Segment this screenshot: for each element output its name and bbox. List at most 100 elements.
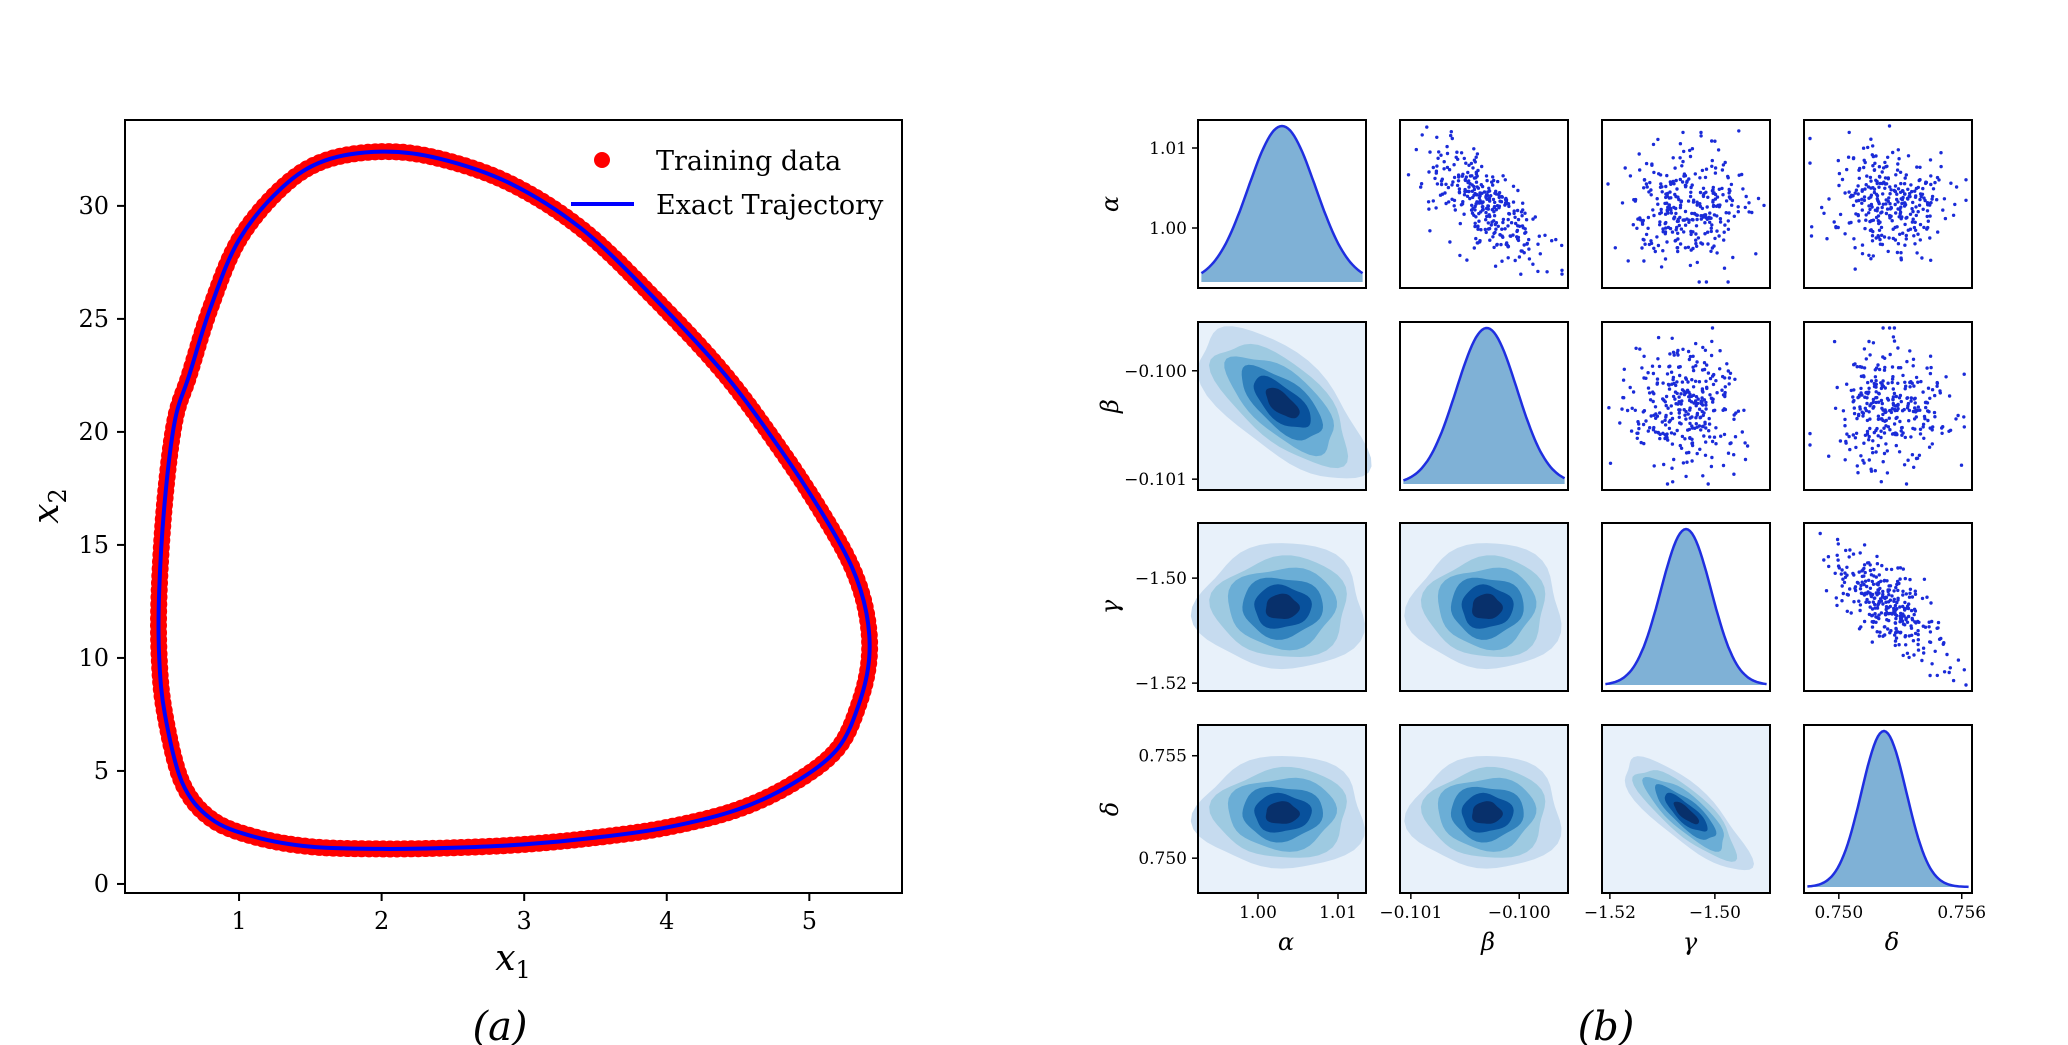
y-tick-label: 0.755 <box>1138 747 1187 767</box>
x-tick-label: 1 <box>231 907 246 935</box>
contour-level <box>1265 593 1300 619</box>
legend: Training data Exact Trajectory <box>571 146 884 221</box>
cell-frame <box>1601 522 1771 692</box>
pair-cell-2-3 <box>1601 321 1771 491</box>
training-data-points <box>150 143 879 858</box>
kde-area <box>1201 126 1363 282</box>
pair-cell-3-3 <box>1601 522 1771 692</box>
pair-cell-3-1 <box>1190 522 1367 692</box>
x-tick-label: −0.100 <box>1488 903 1551 923</box>
y-tick-label: −1.52 <box>1135 674 1187 694</box>
caption-a: (a) <box>472 1004 527 1045</box>
scatter-points <box>1808 124 1968 271</box>
kde-area <box>1605 529 1767 685</box>
pair-cell-3-2 <box>1399 522 1569 692</box>
y-tick-label: −1.50 <box>1135 569 1187 589</box>
training-data-band <box>152 145 877 856</box>
pair-cell-4-2 <box>1399 724 1569 894</box>
kde-area <box>1807 731 1969 887</box>
data-group <box>150 143 879 858</box>
y-axis-label: x2 <box>26 488 72 524</box>
y-tick-label: 1.01 <box>1149 139 1187 159</box>
cell-frame <box>1399 321 1569 491</box>
x-tick-label: 4 <box>659 907 674 935</box>
x-tick-label: 2 <box>374 907 389 935</box>
pair-cell-2-4 <box>1803 321 1973 491</box>
y-tick-label: −0.101 <box>1124 470 1187 490</box>
scatter-points <box>1818 531 1968 687</box>
scatter-points <box>1808 326 1967 486</box>
cell-frame <box>1399 522 1569 692</box>
y-tick-label: 0 <box>94 870 109 898</box>
scatter-points <box>1606 129 1766 284</box>
cell-frame <box>1803 724 1973 894</box>
cell-frame <box>1601 119 1771 289</box>
x-tick-label: −1.52 <box>1584 903 1636 923</box>
pair-cell-4-4 <box>1803 724 1973 894</box>
pair-cell-4-1 <box>1190 724 1367 894</box>
column-label: γ <box>1683 928 1698 956</box>
contour-level <box>1472 801 1503 824</box>
x-axis-label: x1 <box>495 938 531 984</box>
x-tick-label: 5 <box>802 907 817 935</box>
y-tick-label: 5 <box>94 757 109 785</box>
y-tick-label: −0.100 <box>1124 362 1187 382</box>
row-label: δ <box>1096 802 1124 816</box>
legend-label-training: Training data <box>656 146 841 177</box>
y-tick-label: 0.750 <box>1138 849 1187 869</box>
cell-frame <box>1803 119 1973 289</box>
kde-curve <box>1807 729 1969 889</box>
column-label: α <box>1278 928 1294 956</box>
row-label: β <box>1096 399 1124 414</box>
pair-cell-3-4 <box>1803 522 1973 692</box>
x-tick-label: 1.00 <box>1239 903 1277 923</box>
y-tick-label: 30 <box>78 192 109 220</box>
kde-curve <box>1200 124 1364 275</box>
contour-level <box>1265 387 1300 419</box>
contour-level <box>1673 801 1700 825</box>
cell-frame <box>1601 724 1771 894</box>
cell-frame <box>1197 724 1367 894</box>
contour-level <box>1265 801 1300 824</box>
column-label: δ <box>1885 928 1899 956</box>
cell-frame <box>1197 119 1367 289</box>
contour-level <box>1472 593 1503 619</box>
pair-cell-1-1 <box>1197 119 1367 289</box>
tick-group: 1 2 3 4 5 0 5 10 15 20 25 30 <box>78 192 817 935</box>
y-tick-label: 20 <box>78 418 109 446</box>
legend-marker-training <box>594 152 610 168</box>
pair-cell-1-2 <box>1399 119 1569 289</box>
cell-frame <box>1803 522 1973 692</box>
y-tick-label: 15 <box>78 531 109 559</box>
y-tick-label: 1.00 <box>1149 219 1187 239</box>
caption-b: (b) <box>1578 1004 1635 1045</box>
pair-cell-1-3 <box>1601 119 1771 289</box>
trajectory-plot: 1 2 3 4 5 0 5 10 15 20 25 30 x1 x2 Training data Ex… <box>26 119 903 984</box>
x-tick-label: −0.101 <box>1379 903 1442 923</box>
cell-frame <box>1601 321 1771 491</box>
cell-frame <box>1197 522 1367 692</box>
plot-frame <box>124 119 903 894</box>
pair-cell-4-3 <box>1601 724 1771 894</box>
kde-area <box>1403 328 1565 484</box>
posterior-pairplot: 1.00 1.01 α −0.101 −0.100 β −1.52 −1.50 γ 0.750 0.… <box>1096 119 1986 956</box>
legend-label-exact: Exact Trajectory <box>656 190 884 221</box>
cell-frame <box>1399 119 1569 289</box>
x-tick-label: 1.01 <box>1319 903 1357 923</box>
x-tick-label: 0.756 <box>1937 903 1986 923</box>
pair-cell-2-1 <box>1197 321 1372 491</box>
exact-trajectory-line <box>156 149 872 851</box>
pair-cell-2-2 <box>1399 321 1569 491</box>
kde-curve <box>1402 326 1566 482</box>
pair-cell-1-4 <box>1803 119 1973 289</box>
cell-frame <box>1399 724 1569 894</box>
row-label: γ <box>1096 599 1124 614</box>
cell-frame <box>1803 321 1973 491</box>
x-tick-label: 0.750 <box>1814 903 1863 923</box>
row-label: α <box>1096 196 1124 212</box>
scatter-points <box>1406 125 1564 276</box>
x-tick-label: −1.50 <box>1689 903 1741 923</box>
kde-curve <box>1605 527 1767 686</box>
scatter-points <box>1607 326 1750 486</box>
